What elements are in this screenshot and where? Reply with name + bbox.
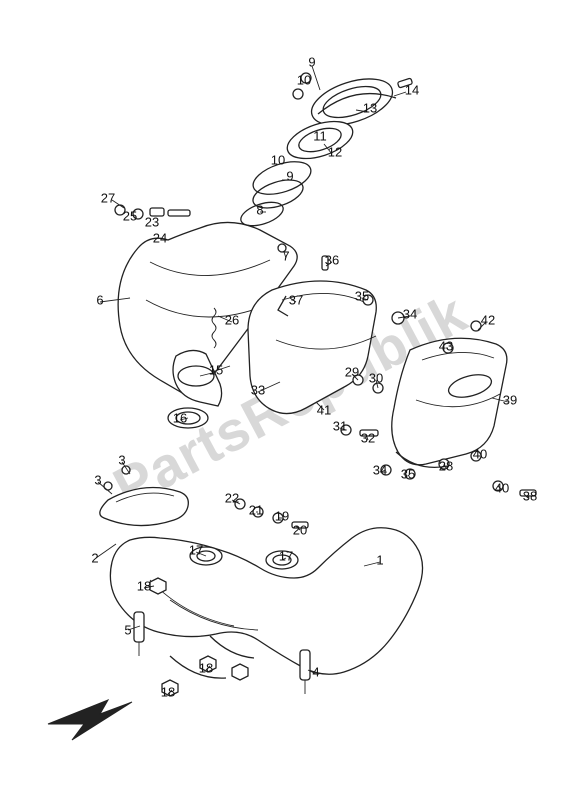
callout-1-46: 1 xyxy=(376,554,383,567)
callout-21-40: 21 xyxy=(249,504,263,517)
callout-40-35: 40 xyxy=(495,482,509,495)
callout-34-19: 34 xyxy=(403,308,417,321)
callout-42-22: 42 xyxy=(481,314,495,327)
callout-35-18: 35 xyxy=(355,290,369,303)
callout-10-7: 10 xyxy=(271,154,285,167)
callout-8-8: 8 xyxy=(256,204,263,217)
diagram-svg xyxy=(0,0,580,800)
callout-22-39: 22 xyxy=(225,492,239,505)
callout-9-6: 9 xyxy=(286,170,293,183)
direction-arrow xyxy=(48,700,132,740)
callout-10-1: 10 xyxy=(297,74,311,87)
header-pipe xyxy=(110,528,422,678)
callout-28-33: 28 xyxy=(439,460,453,473)
callout-9-0: 9 xyxy=(308,56,315,69)
callout-33-21: 33 xyxy=(251,384,265,397)
callout-12-4: 12 xyxy=(328,146,342,159)
callout-15-20: 15 xyxy=(209,364,223,377)
cover-assembly xyxy=(249,70,412,213)
callout-13-3: 13 xyxy=(363,102,377,115)
callout-2-43: 2 xyxy=(91,552,98,565)
callout-14-2: 14 xyxy=(405,84,419,97)
callout-16-29: 16 xyxy=(173,412,187,425)
callout-37-17: 37 xyxy=(289,294,303,307)
diagram-stage: PartsRepublik xyxy=(0,0,580,800)
callout-4-51: 4 xyxy=(312,666,319,679)
callout-24-12: 24 xyxy=(153,232,167,245)
callout-34-31: 34 xyxy=(373,464,387,477)
callout-5-48: 5 xyxy=(124,624,131,637)
callout-26-16: 26 xyxy=(225,314,239,327)
callout-20-42: 20 xyxy=(293,524,307,537)
callout-19-41: 19 xyxy=(275,510,289,523)
callout-40-34: 40 xyxy=(473,448,487,461)
callout-6-15: 6 xyxy=(96,294,103,307)
callout-18-50: 18 xyxy=(161,686,175,699)
callout-11-5: 11 xyxy=(313,130,327,143)
callout-7-13: 7 xyxy=(282,250,289,263)
cover-plate xyxy=(100,466,188,526)
callout-27-9: 27 xyxy=(101,192,115,205)
callout-31-27: 31 xyxy=(333,420,347,433)
callout-3-38: 3 xyxy=(118,454,125,467)
callout-17-45: 17 xyxy=(279,550,293,563)
callout-36-14: 36 xyxy=(325,254,339,267)
callout-35-32: 35 xyxy=(401,468,415,481)
callout-18-47: 18 xyxy=(137,580,151,593)
callout-30-25: 30 xyxy=(369,372,383,385)
callout-29-24: 29 xyxy=(345,366,359,379)
callout-23-11: 23 xyxy=(145,216,159,229)
callout-3-37: 3 xyxy=(94,474,101,487)
callout-41-26: 41 xyxy=(317,404,331,417)
callout-18-49: 18 xyxy=(199,662,213,675)
callout-39-30: 39 xyxy=(503,394,517,407)
callout-25-10: 25 xyxy=(123,210,137,223)
callout-32-28: 32 xyxy=(361,432,375,445)
callout-17-44: 17 xyxy=(189,544,203,557)
callout-43-23: 43 xyxy=(439,340,453,353)
callout-38-36: 38 xyxy=(523,490,537,503)
